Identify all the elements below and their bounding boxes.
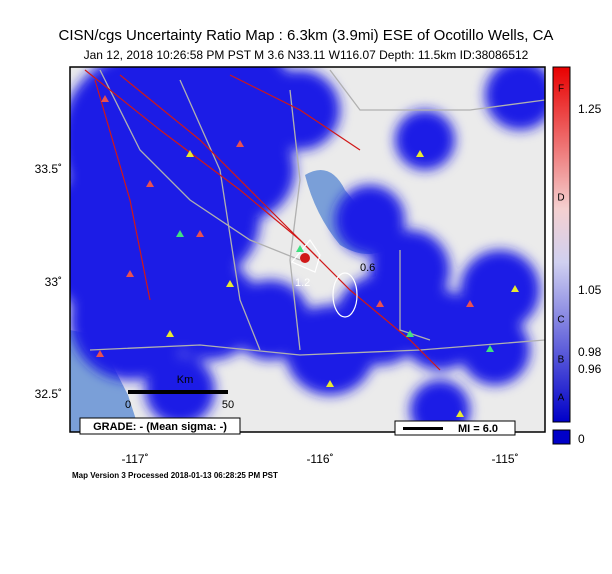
- lon-label: -116˚: [306, 452, 333, 466]
- grade-letter: C: [557, 315, 564, 326]
- grade: GRADE: - (Mean sigma: -): [93, 421, 227, 433]
- lon-label: -115˚: [491, 452, 518, 466]
- contour-label: 1.2: [295, 277, 310, 289]
- map: 0.6 1.2: [70, 67, 545, 432]
- lat-label: 33˚: [45, 275, 62, 289]
- grade-letter: D: [557, 193, 564, 204]
- scale-label: 0: [125, 399, 131, 411]
- colorbar-value: 1.25: [578, 102, 602, 116]
- lon-label: -117˚: [121, 452, 148, 466]
- lat-label: 33.5˚: [35, 162, 62, 176]
- colorbar-value: 1.05: [578, 283, 602, 297]
- lat-label: 32.5˚: [35, 387, 62, 401]
- grade-box: [79, 417, 241, 435]
- scale-label: 50: [222, 399, 234, 411]
- scale-unit: Km: [177, 374, 194, 386]
- colorbar-zero: [552, 429, 571, 445]
- grade-letter: A: [558, 393, 565, 404]
- colorbar-value: 0.98: [578, 345, 602, 359]
- map-frame: [69, 66, 546, 433]
- footer: Map Version 3 Processed 2018-01-13 06:28…: [72, 471, 278, 480]
- subtitle: Jan 12, 2018 10:26:58 PM PST M 3.6 N33.1…: [84, 48, 529, 62]
- mi-bar: [403, 427, 443, 430]
- contour-label: 0.6: [360, 262, 375, 274]
- mi-label: MI = 6.0: [458, 423, 498, 435]
- mi-box: [394, 420, 516, 436]
- scale-bar: [128, 390, 228, 394]
- colorbar: [552, 66, 571, 423]
- colorbar-value: 0: [578, 432, 585, 446]
- grade-letter: F: [558, 84, 564, 95]
- title: CISN/cgs Uncertainty Ratio Map : 6.3km (…: [59, 27, 554, 44]
- colorbar-value: 0.96: [578, 362, 602, 376]
- grade-letter: B: [558, 355, 565, 366]
